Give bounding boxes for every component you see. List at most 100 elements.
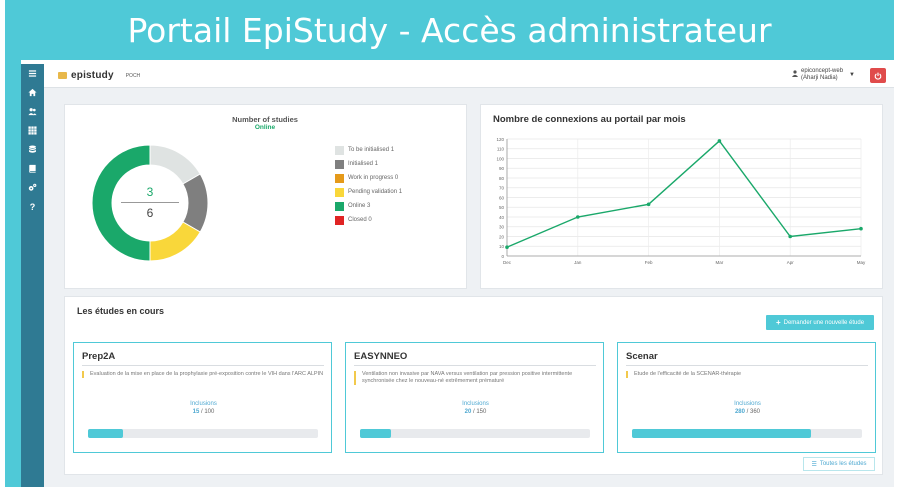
y-tick-label: 120 bbox=[496, 137, 504, 142]
line-chart-title: Nombre de connexions au portail par mois bbox=[493, 114, 686, 125]
logo[interactable]: epistudy POCH bbox=[58, 70, 140, 81]
logo-text: epistudy bbox=[71, 70, 114, 81]
donut-legend: To be initialised 1 Initialised 1 Work i… bbox=[335, 143, 402, 227]
study-description: Evaluation de la mise en place de la pro… bbox=[82, 371, 324, 378]
study-name[interactable]: EASYNNEO bbox=[354, 351, 408, 362]
study-name[interactable]: Prep2A bbox=[82, 351, 116, 362]
x-tick-label: Apr bbox=[787, 260, 795, 265]
y-tick-label: 110 bbox=[497, 147, 505, 152]
studies-title: Les études en cours bbox=[77, 306, 165, 316]
legend-item[interactable]: Pending validation 1 bbox=[335, 185, 402, 199]
legend-label: Online 3 bbox=[348, 203, 371, 209]
inclusions-value: 280 / 360 bbox=[734, 409, 761, 415]
legend-swatch bbox=[335, 159, 344, 169]
inclusions-current: 15 bbox=[192, 409, 200, 415]
data-point[interactable] bbox=[788, 234, 792, 239]
inclusions-progress-bar bbox=[88, 429, 318, 438]
legend-swatch bbox=[335, 187, 344, 197]
y-tick-label: 0 bbox=[501, 254, 504, 259]
inclusions-total: 100 bbox=[204, 409, 215, 415]
sidebar-item-database[interactable] bbox=[21, 140, 44, 159]
donut-slice bbox=[149, 221, 201, 262]
sidebar-item-book[interactable] bbox=[21, 159, 44, 178]
all-studies-button[interactable]: ☰ Toutes les études bbox=[803, 457, 875, 471]
y-tick-label: 60 bbox=[499, 195, 505, 200]
user-account: epiconcept-web bbox=[801, 68, 844, 74]
x-tick-label: Jan bbox=[574, 260, 582, 265]
power-icon bbox=[874, 72, 882, 80]
sidebar-item-help[interactable]: ? bbox=[21, 197, 44, 216]
x-tick-label: May bbox=[857, 260, 866, 265]
study-name[interactable]: Scenar bbox=[626, 351, 658, 362]
legend-item[interactable]: Closed 0 bbox=[335, 213, 402, 227]
inclusions-current: 280 bbox=[734, 409, 745, 415]
home-icon bbox=[28, 88, 37, 97]
x-tick-label: Feb bbox=[645, 260, 653, 265]
studies-donut-chart bbox=[91, 144, 209, 262]
legend-label: Pending validation 1 bbox=[348, 189, 403, 195]
y-tick-label: 100 bbox=[496, 156, 504, 161]
data-point[interactable] bbox=[717, 139, 722, 143]
menu-icon bbox=[28, 70, 37, 77]
y-tick-label: 20 bbox=[499, 234, 505, 239]
study-card[interactable]: EASYNNEO Ventilation non invasive par NA… bbox=[345, 342, 604, 453]
connections-line-chart: 0 10 20 30 40 50 60 70 80 90 100 110 120 Dec Jan Feb Mar… bbox=[496, 137, 866, 265]
donut-slice bbox=[91, 144, 151, 262]
inclusions-progress-bar bbox=[360, 429, 590, 438]
data-point[interactable] bbox=[646, 202, 651, 207]
help-icon: ? bbox=[29, 201, 36, 212]
legend-swatch bbox=[335, 173, 344, 183]
all-studies-label: Toutes les études bbox=[819, 461, 867, 467]
request-new-study-button[interactable]: + Demander une nouvelle étude bbox=[766, 315, 874, 330]
users-icon bbox=[28, 108, 37, 116]
sidebar-item-settings[interactable] bbox=[21, 178, 44, 197]
data-point[interactable] bbox=[859, 226, 863, 231]
cogs-icon bbox=[28, 183, 37, 191]
logout-button[interactable] bbox=[870, 68, 886, 83]
legend-label: To be initialised 1 bbox=[348, 147, 395, 153]
book-icon bbox=[29, 164, 36, 173]
inclusions-progress-bar bbox=[632, 429, 862, 438]
y-tick-label: 90 bbox=[499, 166, 505, 171]
top-bar: epistudy POCH epiconcept-web (Aharji Nad… bbox=[44, 64, 894, 88]
sidebar-item-menu[interactable] bbox=[21, 64, 44, 83]
legend-item[interactable]: Online 3 bbox=[335, 199, 402, 213]
study-card[interactable]: Scenar Etude de l'efficacité de la SCENA… bbox=[617, 342, 876, 453]
donut-total-count: 6 bbox=[146, 206, 154, 220]
inclusions-label: Inclusions bbox=[734, 401, 761, 407]
donut-title: Number of studies bbox=[232, 115, 298, 124]
sidebar-item-users[interactable] bbox=[21, 102, 44, 121]
study-card[interactable]: Prep2A Evaluation de la mise en place de… bbox=[73, 342, 332, 453]
inclusions-total: 150 bbox=[476, 409, 487, 415]
legend-item[interactable]: Initialised 1 bbox=[335, 157, 402, 171]
card-divider bbox=[626, 365, 868, 366]
legend-item[interactable]: Work in progress 0 bbox=[335, 171, 402, 185]
inclusions-progress-fill bbox=[632, 429, 812, 438]
user-menu[interactable]: epiconcept-web (Aharji Nadia) ▼ bbox=[792, 68, 855, 82]
legend-item[interactable]: To be initialised 1 bbox=[335, 143, 402, 157]
plus-icon: + bbox=[775, 318, 781, 327]
study-description: Ventilation non invasive par NAVA versus… bbox=[354, 371, 596, 385]
card-divider bbox=[354, 365, 596, 366]
donut-fraction-line bbox=[121, 202, 179, 203]
inclusions-value: 20 / 150 bbox=[464, 409, 487, 415]
sidebar-item-grid[interactable] bbox=[21, 121, 44, 140]
data-point[interactable] bbox=[576, 215, 580, 219]
legend-label: Closed 0 bbox=[348, 217, 372, 223]
inclusions-total: 360 bbox=[750, 409, 761, 415]
database-icon bbox=[29, 145, 36, 153]
donut-online-count: 3 bbox=[146, 185, 154, 199]
legend-label: Initialised 1 bbox=[348, 161, 379, 167]
inclusions-label: Inclusions bbox=[462, 401, 489, 407]
legend-label: Work in progress 0 bbox=[348, 175, 399, 181]
y-tick-label: 40 bbox=[499, 215, 505, 220]
user-name: (Aharji Nadia) bbox=[801, 75, 838, 81]
sidebar-item-home[interactable] bbox=[21, 83, 44, 102]
app-area: epistudy POCH epiconcept-web (Aharji Nad… bbox=[44, 64, 894, 487]
data-point[interactable] bbox=[505, 245, 509, 250]
donut-slice bbox=[182, 173, 209, 233]
series-line bbox=[506, 139, 862, 248]
x-tick-label: Dec bbox=[503, 260, 512, 265]
inclusions-progress-fill bbox=[360, 429, 391, 438]
y-tick-label: 70 bbox=[499, 186, 505, 191]
